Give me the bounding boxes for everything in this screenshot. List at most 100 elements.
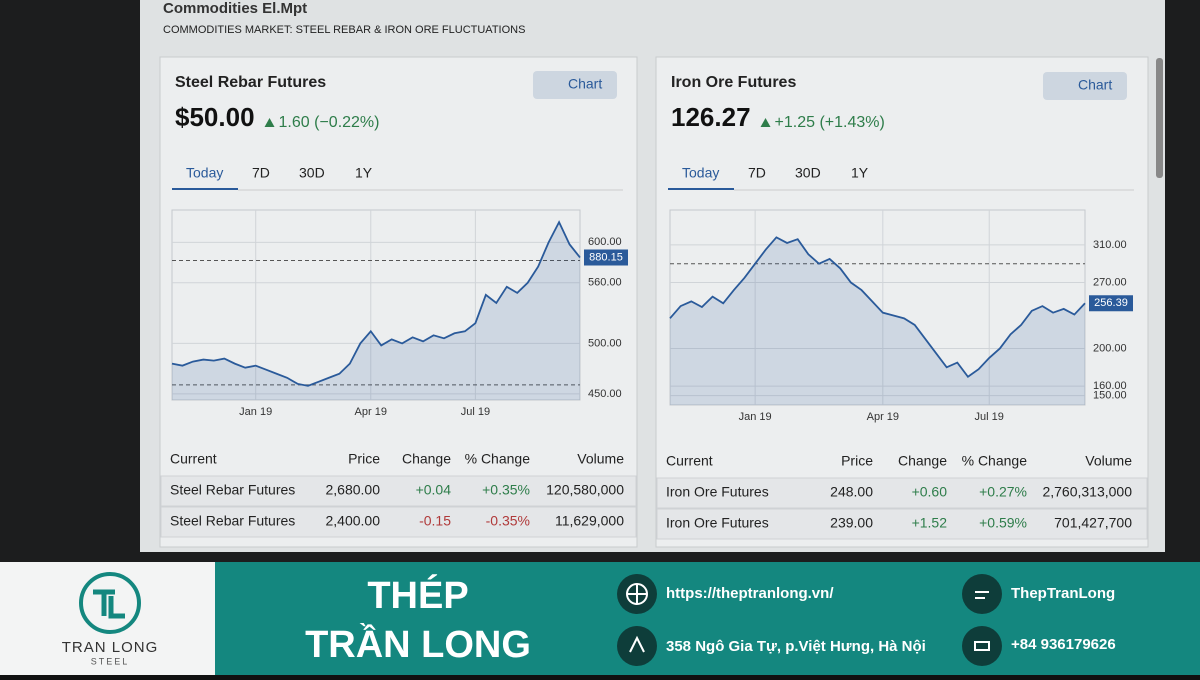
price-change: 1.60 (−0.22%) [279,114,380,131]
price-change: +1.25 (+1.43%) [775,114,885,131]
chart-button-label[interactable]: Chart [1078,77,1112,93]
y-tick-label: 270.00 [1093,276,1127,288]
table-cell: 2,680.00 [326,482,381,498]
x-tick-label: Jan 19 [239,406,272,418]
current-tag [1089,295,1133,312]
table-cell: +0.04 [416,482,452,498]
table-cell: Steel Rebar Futures [170,513,295,529]
y-tick-label: 310.00 [1093,239,1127,251]
social[interactable]: ThepTranLong [1011,585,1115,602]
current-tag [584,249,628,266]
tab[interactable]: 30D [299,165,325,181]
banner [215,562,1200,675]
logo-area [0,562,215,675]
table-row [656,477,1148,509]
table-header: Current [666,453,713,469]
table-header: % Change [962,453,1028,469]
y-tick-label: 560.00 [588,277,622,289]
chart-button-label[interactable]: Chart [568,76,602,92]
table-header: % Change [465,451,531,467]
plot-area [669,209,1086,406]
panel-title: Steel Rebar Futures [175,74,326,91]
tab[interactable]: 1Y [851,165,869,181]
x-tick-label: Jan 19 [739,411,772,423]
address: 358 Ngô Gia Tự, p.Việt Hưng, Hà Nội [666,638,926,655]
table-row [160,475,637,507]
chart-button[interactable] [1043,72,1127,100]
page-title: Commodities El.Mpt [163,0,307,17]
table-cell: Iron Ore Futures [666,515,769,531]
table-cell: 701,427,700 [1054,515,1132,531]
page-subtitle: COMMODITIES MARKET: STEEL REBAR & IRON O… [163,24,525,36]
website[interactable]: https://theptranlong.vn/ [666,585,834,602]
table-header: Change [402,451,451,467]
x-tick-label: Apr 19 [867,411,899,423]
table-cell: 2,760,313,000 [1042,484,1132,500]
table-row [160,506,637,538]
panel [159,56,638,548]
table-cell: 239.00 [830,515,873,531]
area [670,237,1085,405]
panel [655,56,1149,548]
table-cell: -0.35% [486,513,530,529]
tab[interactable]: 1Y [355,165,373,181]
table-header: Price [841,453,873,469]
brand: TRẦN LONG [305,622,531,666]
area [172,222,580,400]
y-tick-label: 160.00 [1093,380,1127,392]
table-header: Current [170,451,217,467]
price: 126.27 [671,102,751,132]
y-tick-label: 450.00 [588,388,622,400]
table-cell: Steel Rebar Futures [170,482,295,498]
current-tag-label: 256.39 [1094,297,1128,309]
x-tick-label: Apr 19 [355,406,387,418]
table-cell: +0.60 [912,484,948,500]
plot-area [171,209,581,401]
tab[interactable]: 7D [748,165,766,181]
table-cell: 120,580,000 [546,482,624,498]
icons [617,574,1002,666]
table-cell: 2,400.00 [326,513,381,529]
y-tick-label: 200.00 [1093,342,1127,354]
table-header: Volume [1085,453,1132,469]
table-cell: 11,629,000 [555,513,624,529]
tab[interactable]: Today [186,165,223,181]
logo-text: TRAN LONG [62,639,159,656]
table-cell: +1.52 [912,515,948,531]
scrollbar [1156,58,1163,178]
up-arrow [264,118,275,127]
icon-glyphs [626,583,990,653]
current-tag-label: 880.15 [589,251,623,263]
logo-mark [93,589,125,619]
x-tick-label: Jul 19 [975,411,1004,423]
table-cell: +0.59% [979,515,1027,531]
table-cell: -0.15 [419,513,451,529]
line [669,236,1086,378]
y-tick-label: 150.00 [1093,389,1127,401]
logo-ring [79,572,141,634]
price: $50.00 [175,102,255,132]
table-header: Volume [577,451,624,467]
phone: +84 936179626 [1011,636,1116,653]
table-cell: 248.00 [830,484,873,500]
tab[interactable]: 30D [795,165,821,181]
table-cell: +0.27% [979,484,1027,500]
chart-button[interactable] [533,71,617,99]
line [171,220,581,387]
y-tick-label: 500.00 [588,337,622,349]
brand: THÉP [367,573,468,617]
panel-title: Iron Ore Futures [671,74,796,91]
logo-sub: STEEL [91,656,130,666]
y-tick-label: 600.00 [588,236,622,248]
table-row [656,508,1148,540]
up-arrow [760,118,771,127]
tab[interactable]: 7D [252,165,270,181]
x-tick-label: Jul 19 [461,406,490,418]
table-cell: +0.35% [482,482,530,498]
table-header: Change [898,453,947,469]
table-cell: Iron Ore Futures [666,484,769,500]
table-header: Price [348,451,380,467]
tab[interactable]: Today [682,165,719,181]
